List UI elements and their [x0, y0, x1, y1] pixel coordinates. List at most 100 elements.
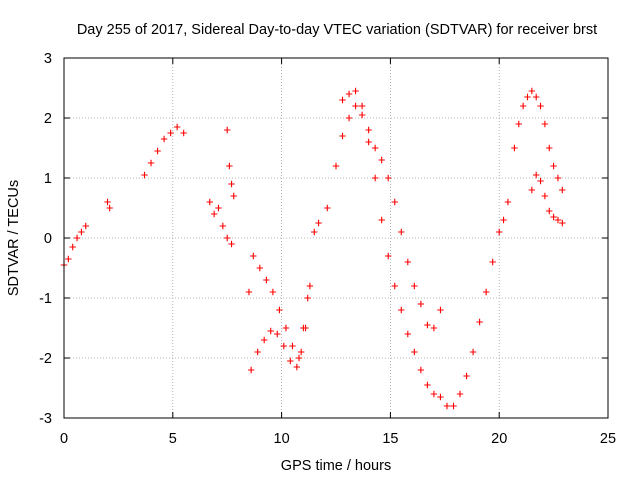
data-point [247, 366, 255, 374]
data-point [424, 321, 431, 329]
series-segment-7b [339, 87, 444, 332]
data-point [371, 144, 379, 152]
series-segment-1 [60, 222, 89, 269]
data-point [215, 204, 222, 212]
data-point [173, 123, 181, 131]
data-point [106, 204, 113, 212]
data-point [289, 342, 296, 350]
chart-title: Day 255 of 2017, Sidereal Day-to-day VTE… [77, 22, 597, 38]
data-point [559, 219, 566, 227]
data-point [411, 348, 418, 356]
x-tick-label: 0 [60, 431, 68, 447]
data-point [263, 276, 270, 284]
plot-frame [63, 57, 609, 419]
data-point [463, 372, 470, 380]
data-point [385, 174, 392, 182]
data-point [345, 114, 353, 122]
y-tick-label: -3 [39, 411, 52, 427]
data-point [550, 213, 557, 221]
data-point [82, 222, 89, 230]
data-point [456, 390, 464, 398]
data-point [324, 204, 331, 212]
x-tick-label: 20 [491, 431, 507, 447]
data-point [276, 306, 283, 314]
data-point [541, 192, 549, 200]
data-point [528, 186, 536, 194]
data-point [398, 228, 405, 236]
data-point [287, 357, 294, 365]
data-point [315, 219, 322, 227]
data-point [160, 135, 168, 143]
data-point [504, 198, 512, 206]
series-segment-6a [245, 252, 311, 362]
data-point [559, 186, 566, 194]
y-tick-label: -2 [39, 351, 52, 367]
x-axis-label: GPS time / hours [281, 458, 391, 474]
data-point [469, 348, 477, 356]
data-point [147, 159, 155, 167]
data-point [417, 366, 425, 374]
data-point [69, 243, 76, 251]
data-point [537, 102, 544, 110]
series-segment-5 [224, 126, 237, 200]
data-point [537, 177, 544, 185]
data-point [365, 126, 372, 134]
data-point [532, 171, 540, 179]
data-point [391, 282, 398, 290]
data-point [304, 294, 311, 302]
data-point [65, 255, 72, 263]
data-point [378, 216, 385, 224]
series-segment-7a [315, 102, 438, 398]
data-point [306, 282, 314, 290]
data-point [541, 120, 549, 128]
series-segment-4 [206, 198, 235, 248]
data-point [245, 288, 253, 296]
data-point [267, 327, 274, 335]
series-segment-2 [104, 198, 113, 212]
data-point [352, 102, 359, 110]
data-point [78, 228, 85, 236]
data-point [345, 90, 353, 98]
data-point [282, 324, 290, 332]
data-point [398, 306, 405, 314]
data-point [391, 198, 398, 206]
data-point [230, 192, 237, 200]
series-segment-3 [141, 123, 187, 179]
data-point [437, 393, 444, 401]
y-tick-label: 3 [44, 51, 52, 67]
data-point [524, 93, 531, 101]
data-point [269, 288, 277, 296]
data-point [515, 120, 522, 128]
series-segment-8a [511, 87, 566, 194]
data-point [250, 252, 257, 260]
data-point [295, 354, 303, 362]
x-tick-label: 15 [382, 431, 398, 447]
data-point [550, 162, 557, 170]
data-point [546, 144, 553, 152]
data-point [511, 144, 518, 152]
data-point [519, 102, 527, 110]
data-point [411, 282, 418, 290]
data-point [385, 252, 392, 260]
data-point [554, 216, 562, 224]
data-point [482, 288, 490, 296]
data-point [417, 300, 425, 308]
y-tick-label: 1 [44, 171, 52, 187]
data-point [404, 258, 412, 266]
data-point [256, 264, 264, 272]
data-point [476, 318, 483, 326]
data-point [554, 174, 562, 182]
data-point [332, 162, 340, 170]
data-point [254, 348, 261, 356]
x-tick-labels: 0 5 10 15 20 25 [60, 431, 616, 447]
data-point [297, 348, 305, 356]
data-point [73, 234, 81, 242]
data-point [104, 198, 111, 206]
data-point [430, 324, 438, 332]
data-point [358, 111, 366, 119]
data-point [528, 87, 536, 95]
series-segment-8b [528, 171, 566, 227]
data-point [450, 402, 457, 410]
data-point [404, 330, 412, 338]
